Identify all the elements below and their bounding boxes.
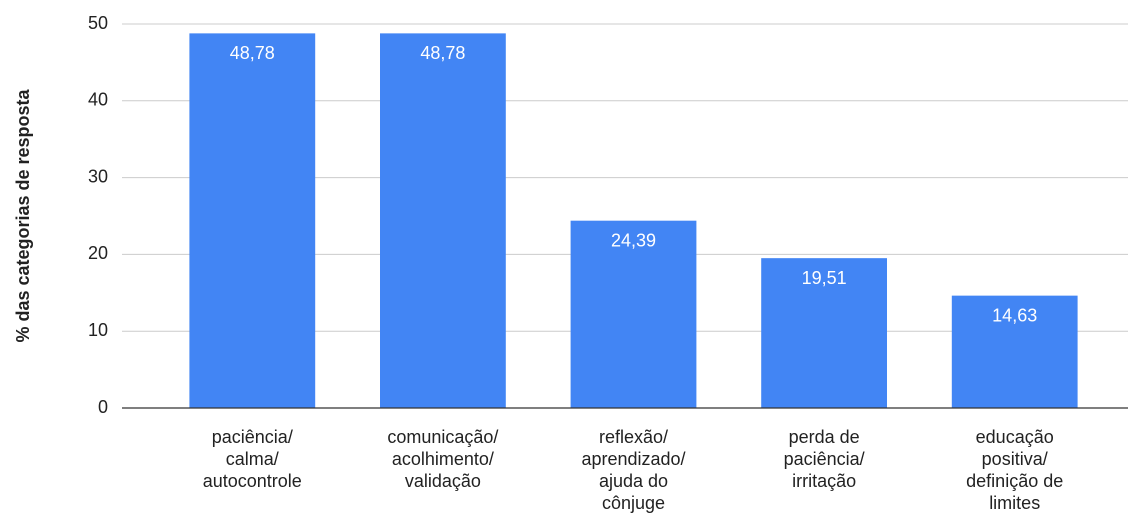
y-tick-label: 40 — [88, 90, 108, 110]
y-tick-label: 20 — [88, 243, 108, 263]
x-tick-label: positiva/ — [982, 449, 1048, 469]
y-tick-label: 30 — [88, 166, 108, 186]
x-tick-label: paciência/ — [784, 449, 865, 469]
y-axis-label: % das categorias de resposta — [13, 88, 33, 342]
x-tick-label: comunicação/ — [387, 427, 498, 447]
x-tick-label: educação — [976, 427, 1054, 447]
y-tick-label: 50 — [88, 13, 108, 33]
x-tick-label: irritação — [792, 471, 856, 491]
x-tick-label: aprendizado/ — [581, 449, 685, 469]
x-tick-label: autocontrole — [203, 471, 302, 491]
x-tick-label: acolhimento/ — [392, 449, 494, 469]
x-tick-label: cônjuge — [602, 493, 665, 513]
x-tick-label: reflexão/ — [599, 427, 668, 447]
value-label: 19,51 — [802, 268, 847, 288]
x-tick-label: ajuda do — [599, 471, 668, 491]
x-tick-label: calma/ — [226, 449, 279, 469]
value-label: 24,39 — [611, 230, 656, 250]
x-tick-label: validação — [405, 471, 481, 491]
bar — [951, 295, 1078, 408]
x-tick-label: perda de — [789, 427, 860, 447]
value-label: 48,78 — [420, 43, 465, 63]
x-tick-label: paciência/ — [212, 427, 293, 447]
x-tick-label: limites — [989, 493, 1040, 513]
bar — [570, 220, 697, 408]
value-label: 48,78 — [230, 43, 275, 63]
value-label: 14,63 — [992, 305, 1037, 325]
bar — [761, 258, 887, 408]
bar — [189, 33, 316, 408]
bar — [380, 33, 506, 408]
y-tick-label: 0 — [98, 397, 108, 417]
y-tick-label: 10 — [88, 320, 108, 340]
x-tick-label: definição de — [966, 471, 1063, 491]
